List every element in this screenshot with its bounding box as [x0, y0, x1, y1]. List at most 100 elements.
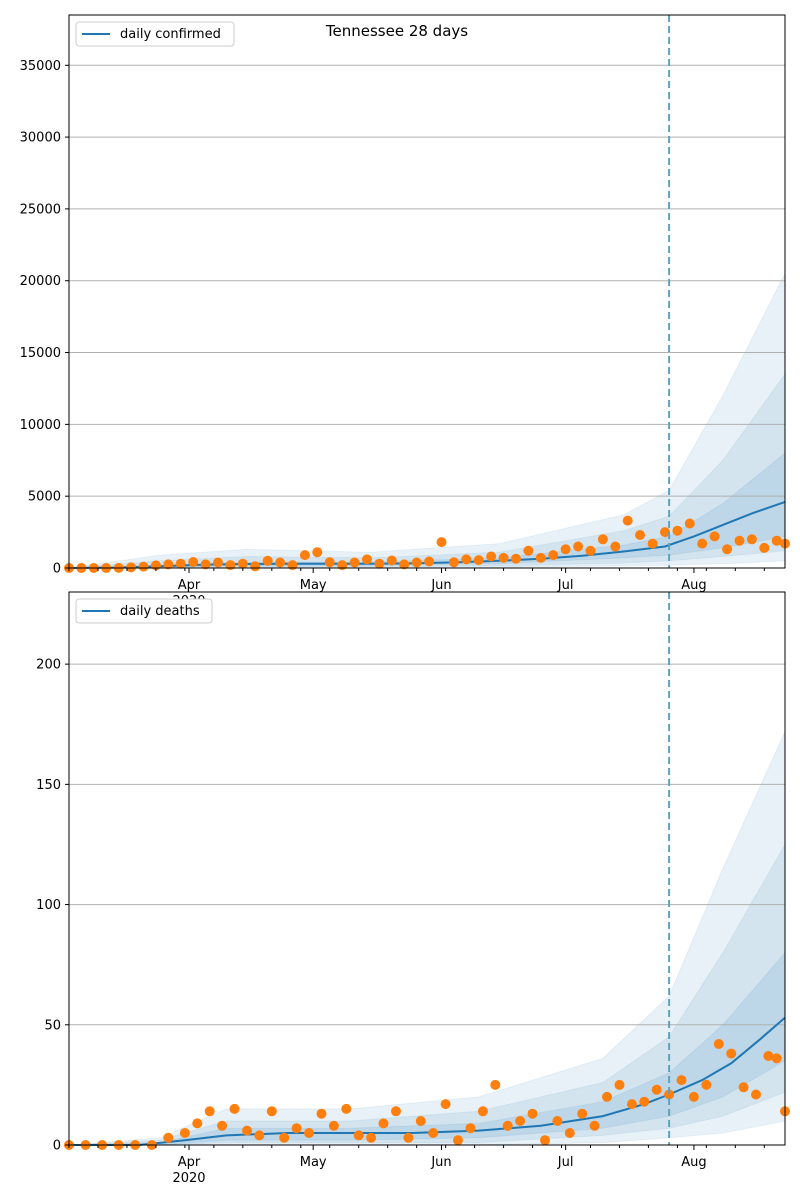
data-point — [577, 1108, 588, 1119]
data-point — [535, 552, 546, 563]
data-point — [461, 554, 472, 565]
y-tick-label: 50 — [44, 1018, 61, 1033]
legend[interactable]: daily deaths — [75, 598, 213, 624]
data-point — [585, 545, 596, 556]
data-point — [378, 1118, 389, 1129]
legend-box — [75, 598, 213, 624]
data-point — [771, 1053, 782, 1064]
y-tick-label: 20000 — [20, 274, 61, 289]
data-point — [589, 1120, 600, 1131]
data-point — [597, 534, 608, 545]
y-tick-label: 0 — [53, 1139, 61, 1154]
data-point — [771, 535, 782, 546]
data-point — [440, 1099, 451, 1110]
x-tick-sublabel: 2020 — [172, 1171, 205, 1186]
data-point — [651, 1084, 662, 1095]
data-point — [560, 544, 571, 555]
data-point — [688, 1091, 699, 1102]
y-tick-label: 15000 — [20, 346, 61, 361]
data-point — [138, 561, 149, 572]
data-point — [722, 544, 733, 555]
data-point — [324, 557, 335, 568]
data-point — [635, 530, 646, 540]
legend-label: daily confirmed — [120, 27, 221, 42]
data-point — [564, 1128, 575, 1138]
data-point — [664, 1089, 675, 1100]
plot-frame — [68, 14, 786, 569]
data-point — [614, 1079, 625, 1090]
data-point — [175, 558, 186, 569]
x-tick-label: Apr — [178, 578, 201, 593]
data-point — [672, 525, 683, 536]
data-point — [428, 1128, 439, 1138]
data-point — [366, 1132, 377, 1143]
data-point — [676, 1075, 687, 1086]
data-point — [188, 557, 199, 567]
data-point — [527, 1108, 538, 1119]
data-point — [486, 551, 497, 562]
x-tick-label: Aug — [681, 578, 706, 593]
x-tick-label: Jun — [430, 1155, 451, 1170]
data-point — [163, 1132, 174, 1143]
data-point — [204, 1106, 215, 1117]
data-point — [316, 1108, 327, 1119]
data-point — [738, 1082, 749, 1093]
observed-points — [64, 1039, 790, 1150]
data-point — [411, 557, 422, 568]
data-point — [573, 541, 584, 552]
data-point — [759, 542, 770, 553]
data-point — [660, 527, 670, 538]
data-point — [349, 557, 360, 568]
data-point — [746, 534, 757, 545]
data-point — [540, 1135, 550, 1146]
y-tick-label: 0 — [53, 562, 61, 577]
data-point — [626, 1099, 637, 1110]
x-tick-label: May — [300, 578, 327, 593]
data-point — [709, 531, 720, 542]
data-point — [126, 562, 137, 573]
x-tick-label: Jul — [557, 1155, 574, 1170]
data-point — [548, 550, 559, 561]
data-point — [386, 555, 397, 566]
data-point — [602, 1091, 612, 1102]
data-point — [374, 558, 385, 569]
legend[interactable]: daily confirmed — [75, 21, 235, 47]
data-point — [726, 1048, 737, 1059]
y-gridlines — [69, 663, 785, 1026]
data-point — [192, 1118, 203, 1129]
legend-label: daily deaths — [120, 604, 200, 619]
data-point — [523, 545, 534, 556]
y-tick-label: 35000 — [20, 59, 61, 74]
y-tick-label: 100 — [36, 898, 61, 913]
x-tick-label: Jul — [557, 578, 574, 593]
y-tick-label: 25000 — [20, 202, 61, 217]
data-point — [287, 560, 298, 571]
data-point — [453, 1135, 463, 1146]
data-point — [225, 560, 236, 571]
data-point — [262, 555, 273, 566]
data-point — [179, 1128, 190, 1138]
data-point — [163, 559, 174, 570]
data-point — [477, 1106, 488, 1117]
x-tick-label: Jun — [430, 578, 451, 593]
y-tick-label: 30000 — [20, 131, 61, 146]
data-point — [610, 541, 621, 552]
x-tick-label: Apr — [178, 1155, 201, 1170]
data-point — [448, 557, 459, 568]
data-point — [473, 555, 484, 566]
data-point — [701, 1079, 712, 1090]
data-point — [465, 1123, 476, 1134]
data-point — [266, 1106, 277, 1117]
legend-box — [75, 21, 235, 47]
data-point — [734, 535, 745, 546]
x-tick-label: Aug — [681, 1155, 706, 1170]
data-point — [237, 558, 248, 569]
data-point — [200, 559, 211, 570]
y-tick-label: 200 — [36, 658, 61, 673]
data-point — [229, 1103, 240, 1114]
y-tick-label: 150 — [36, 778, 61, 793]
data-point — [684, 518, 695, 529]
data-point — [299, 550, 310, 561]
data-point — [279, 1132, 290, 1143]
data-point — [403, 1132, 414, 1143]
